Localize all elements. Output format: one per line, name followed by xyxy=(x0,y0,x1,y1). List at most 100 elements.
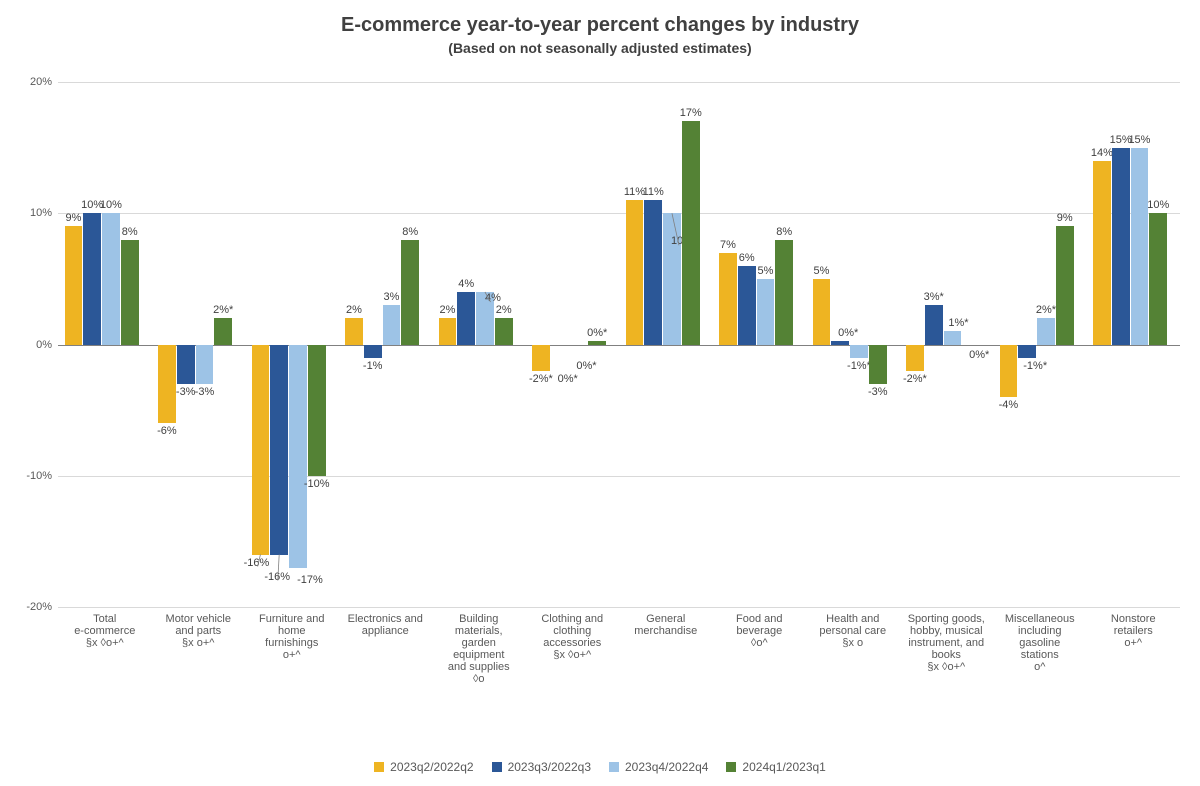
legend: 2023q2/2022q22023q3/2022q32023q4/2022q42… xyxy=(0,760,1200,774)
legend-swatch xyxy=(374,762,384,772)
legend-swatch xyxy=(492,762,502,772)
bar xyxy=(813,279,831,345)
bar-value-label: 10% xyxy=(1147,199,1169,211)
bar xyxy=(682,121,700,344)
category-label: Miscellaneousincludinggasolinestationso^ xyxy=(993,607,1087,673)
bar xyxy=(65,226,83,344)
bar xyxy=(308,345,326,476)
bar-value-label: 10% xyxy=(100,199,122,211)
category-label: Sporting goods,hobby, musicalinstrument,… xyxy=(900,607,994,673)
bar xyxy=(1056,226,1074,344)
bar-value-label: 5% xyxy=(758,265,774,277)
category-label: Clothing andclothingaccessories§x ◊o+^ xyxy=(526,607,620,661)
category-group: 5%0%*-1%*-3%Health andpersonal care§x o xyxy=(806,82,900,607)
bar-value-label: 2%* xyxy=(213,304,233,316)
category-group: -2%*0%*0%*0%*Clothing andclothingaccesso… xyxy=(526,82,620,607)
bar-value-label: -3% xyxy=(176,386,196,398)
bar-value-label: 3%* xyxy=(924,291,944,303)
bar-value-label: -3% xyxy=(868,386,888,398)
category-label: Totale-commerce§x ◊o+^ xyxy=(58,607,152,649)
category-group: -16%-16%-17%-10%Furniture andhomefurnish… xyxy=(245,82,339,607)
category-label: Motor vehicleand parts§x o+^ xyxy=(152,607,246,649)
bar-value-label: 6% xyxy=(739,252,755,264)
bar xyxy=(364,345,382,358)
bar xyxy=(850,345,868,358)
bar-value-label: 9% xyxy=(65,212,81,224)
bar xyxy=(158,345,176,424)
category-group: -6%-3%-3%2%*Motor vehicleand parts§x o+^ xyxy=(152,82,246,607)
bar xyxy=(383,305,401,344)
bar-value-label: 9% xyxy=(1057,212,1073,224)
legend-swatch xyxy=(609,762,619,772)
bar xyxy=(401,240,419,345)
legend-label: 2024q1/2023q1 xyxy=(742,760,825,774)
category-group: 9%10%10%8%Totale-commerce§x ◊o+^ xyxy=(58,82,152,607)
bar xyxy=(1093,161,1111,345)
bar xyxy=(196,345,214,384)
bar-value-label: -4% xyxy=(999,399,1019,411)
bar xyxy=(906,345,924,371)
chart-subtitle: (Based on not seasonally adjusted estima… xyxy=(0,40,1200,56)
bar xyxy=(532,345,550,371)
bar-value-label: 8% xyxy=(122,226,138,238)
category-label: Food andbeverage◊o^ xyxy=(713,607,807,649)
bar xyxy=(1000,345,1018,398)
category-group: 2%4%4%2%Buildingmaterials,gardenequipmen… xyxy=(432,82,526,607)
bar-value-label: 2% xyxy=(346,304,362,316)
bar xyxy=(757,279,775,345)
bar-value-label: -1%* xyxy=(847,360,871,372)
bar xyxy=(1112,148,1130,345)
legend-swatch xyxy=(726,762,736,772)
bar xyxy=(83,213,101,344)
legend-label: 2023q4/2022q4 xyxy=(625,760,708,774)
leader-line xyxy=(432,82,526,607)
category-label: Generalmerchandise xyxy=(619,607,713,637)
category-label: Furniture andhomefurnishingso+^ xyxy=(245,607,339,661)
bar xyxy=(1037,318,1055,344)
y-tick-label: 10% xyxy=(30,207,58,219)
bar-value-label: -2%* xyxy=(903,373,927,385)
bar xyxy=(121,240,139,345)
bar-value-label: 2%* xyxy=(1036,304,1056,316)
bar-value-label: 0%* xyxy=(576,360,596,372)
bar-value-label: 8% xyxy=(402,226,418,238)
category-group: 2%-1%3%8%Electronics andappliance xyxy=(339,82,433,607)
bar-value-label: -2%* xyxy=(529,373,553,385)
category-label: Nonstoreretailerso+^ xyxy=(1087,607,1181,649)
bar xyxy=(831,341,849,345)
bar-value-label: 0%* xyxy=(969,349,989,361)
category-group: 14%15%15%10%Nonstoreretailerso+^ xyxy=(1087,82,1181,607)
bar-value-label: 17% xyxy=(680,107,702,119)
bar xyxy=(345,318,363,344)
bar xyxy=(925,305,943,344)
bar xyxy=(289,345,307,568)
plot-area: -20%-10%0%10%20%9%10%10%8%Totale-commerc… xyxy=(58,82,1180,607)
legend-label: 2023q3/2022q3 xyxy=(508,760,591,774)
bar-value-label: 5% xyxy=(813,265,829,277)
category-label: Health andpersonal care§x o xyxy=(806,607,900,649)
category-group: 11%11%10%17%Generalmerchandise xyxy=(619,82,713,607)
category-label: Electronics andappliance xyxy=(339,607,433,637)
category-group: -4%-1%*2%*9%Miscellaneousincludinggasoli… xyxy=(993,82,1087,607)
bar-value-label: -6% xyxy=(157,425,177,437)
bar-value-label: 3% xyxy=(384,291,400,303)
bar-value-label: -1%* xyxy=(1023,360,1047,372)
bar xyxy=(738,266,756,345)
bar-value-label: 7% xyxy=(720,239,736,251)
bar xyxy=(719,253,737,345)
bar-value-label: 1%* xyxy=(948,317,968,329)
category-label: Buildingmaterials,gardenequipmentand sup… xyxy=(432,607,526,685)
bar xyxy=(944,331,962,344)
bar xyxy=(102,213,120,344)
bar-value-label: 15% xyxy=(1128,134,1150,146)
bar xyxy=(1018,345,1036,358)
y-tick-label: 20% xyxy=(30,76,58,88)
category-group: -2%*3%*1%*0%*Sporting goods,hobby, music… xyxy=(900,82,994,607)
bar-value-label: -17% xyxy=(297,574,323,586)
bar xyxy=(1149,213,1167,344)
bar-value-label: 14% xyxy=(1091,147,1113,159)
bar-value-label: 2% xyxy=(496,304,512,316)
bar xyxy=(177,345,195,384)
category-group: 7%6%5%8%Food andbeverage◊o^ xyxy=(713,82,807,607)
bar xyxy=(1131,148,1149,345)
